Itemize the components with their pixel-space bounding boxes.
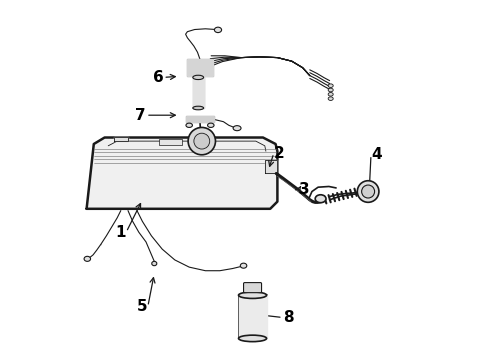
Ellipse shape bbox=[193, 75, 204, 80]
Text: 7: 7 bbox=[135, 108, 146, 123]
Ellipse shape bbox=[315, 195, 326, 203]
Ellipse shape bbox=[240, 263, 247, 268]
Ellipse shape bbox=[152, 261, 157, 266]
Polygon shape bbox=[265, 160, 277, 173]
Polygon shape bbox=[187, 59, 213, 76]
Polygon shape bbox=[193, 77, 204, 108]
Circle shape bbox=[357, 181, 379, 202]
FancyBboxPatch shape bbox=[159, 139, 182, 145]
Polygon shape bbox=[114, 137, 128, 141]
Ellipse shape bbox=[208, 123, 214, 127]
Text: 2: 2 bbox=[274, 145, 285, 161]
Circle shape bbox=[362, 185, 374, 198]
Ellipse shape bbox=[84, 256, 91, 261]
Circle shape bbox=[194, 133, 210, 149]
Text: 4: 4 bbox=[371, 147, 382, 162]
Text: 8: 8 bbox=[283, 310, 294, 325]
Text: 6: 6 bbox=[152, 70, 163, 85]
Polygon shape bbox=[239, 295, 267, 338]
Polygon shape bbox=[186, 116, 215, 122]
Ellipse shape bbox=[233, 126, 241, 131]
Text: 5: 5 bbox=[137, 299, 147, 314]
FancyBboxPatch shape bbox=[244, 283, 262, 293]
Ellipse shape bbox=[328, 97, 333, 100]
Ellipse shape bbox=[328, 93, 333, 96]
Text: 3: 3 bbox=[299, 181, 310, 197]
Ellipse shape bbox=[193, 106, 204, 110]
Ellipse shape bbox=[239, 335, 267, 342]
Text: 1: 1 bbox=[116, 225, 126, 240]
Circle shape bbox=[188, 127, 216, 155]
Ellipse shape bbox=[328, 88, 333, 92]
Polygon shape bbox=[87, 138, 277, 209]
Ellipse shape bbox=[215, 27, 221, 32]
Ellipse shape bbox=[328, 84, 333, 87]
Ellipse shape bbox=[186, 123, 193, 127]
Ellipse shape bbox=[239, 292, 267, 298]
